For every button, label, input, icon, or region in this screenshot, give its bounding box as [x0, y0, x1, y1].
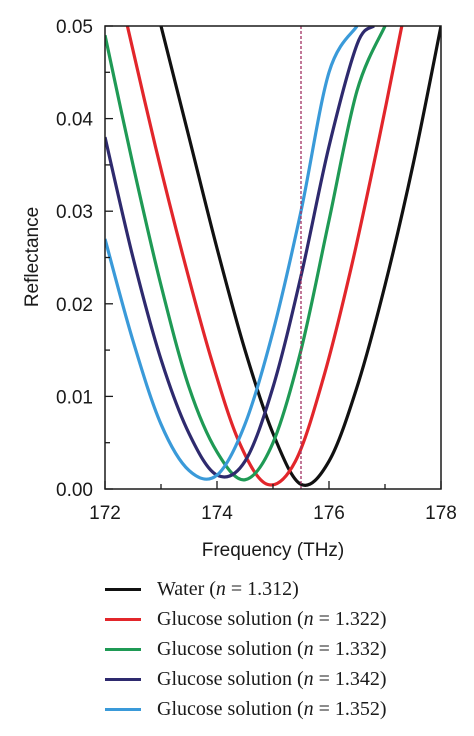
legend-label-suffix: = 1.352)	[313, 697, 387, 720]
series-line-4	[105, 26, 375, 479]
legend-item: Glucose solution (n = 1.352)	[105, 694, 465, 724]
x-tick-label: 178	[425, 503, 457, 524]
y-axis-title: Reflectance	[22, 207, 43, 307]
legend-label-prefix: Glucose solution (	[157, 637, 304, 660]
y-tick-label: 0.04	[56, 110, 93, 131]
y-tick-label: 0.00	[56, 480, 93, 501]
legend: Water (n = 1.312) Glucose solution (n = 1…	[105, 574, 465, 724]
plot-content	[105, 26, 441, 489]
legend-label: Glucose solution (n = 1.342)	[157, 668, 387, 691]
legend-label-suffix: = 1.322)	[313, 607, 387, 630]
legend-item: Glucose solution (n = 1.332)	[105, 634, 465, 664]
legend-swatch	[105, 647, 141, 651]
legend-label-suffix: = 1.312)	[225, 577, 299, 600]
legend-label-suffix: = 1.332)	[313, 637, 387, 660]
legend-label-variable: n	[303, 697, 314, 720]
legend-label-variable: n	[303, 667, 314, 690]
series-line-1	[159, 26, 441, 487]
legend-label-prefix: Water (	[157, 577, 216, 600]
legend-item: Water (n = 1.312)	[105, 574, 465, 604]
legend-label: Water (n = 1.312)	[157, 578, 299, 601]
legend-label-prefix: Glucose solution (	[157, 607, 304, 630]
y-tick-label: 0.03	[56, 202, 93, 223]
legend-swatch	[105, 677, 141, 681]
legend-label-variable: n	[303, 607, 314, 630]
series-line-3	[105, 26, 387, 482]
legend-label: Glucose solution (n = 1.352)	[157, 698, 387, 721]
legend-swatch	[105, 587, 141, 591]
legend-label-variable: n	[215, 577, 226, 600]
x-tick-label: 176	[313, 503, 345, 524]
axes: 172 174 176 178 0.00 0.01 0.02 0.03 0.04 0.05	[56, 17, 457, 524]
legend-label-variable: n	[303, 637, 314, 660]
reflectance-chart: 172 174 176 178 0.00 0.01 0.02 0.03 0.04 0.05 Fre…	[22, 17, 457, 561]
legend-label: Glucose solution (n = 1.322)	[157, 608, 387, 631]
legend-swatch	[105, 617, 141, 621]
plot-area	[105, 26, 441, 489]
legend-label-suffix: = 1.342)	[313, 667, 387, 690]
legend-item: Glucose solution (n = 1.342)	[105, 664, 465, 694]
legend-swatch	[105, 707, 141, 711]
legend-label-prefix: Glucose solution (	[157, 697, 304, 720]
series-line-5	[105, 26, 359, 481]
series-line-2	[125, 26, 404, 487]
legend-label: Glucose solution (n = 1.332)	[157, 638, 387, 661]
x-tick-label: 174	[201, 503, 233, 524]
legend-label-prefix: Glucose solution (	[157, 667, 304, 690]
y-tick-label: 0.01	[56, 387, 93, 408]
legend-item: Glucose solution (n = 1.322)	[105, 604, 465, 634]
x-tick-label: 172	[89, 503, 121, 524]
x-axis-title: Frequency (THz)	[202, 540, 345, 561]
y-tick-label: 0.05	[56, 17, 93, 38]
y-tick-label: 0.02	[56, 295, 93, 316]
